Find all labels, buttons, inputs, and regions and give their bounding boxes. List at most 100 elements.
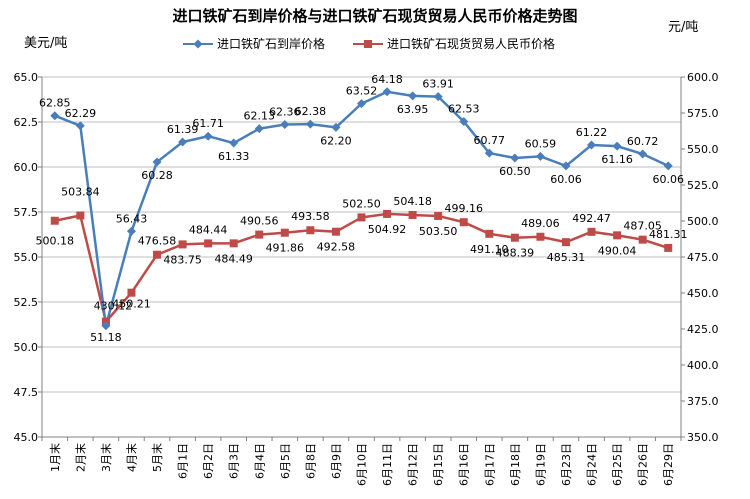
rmb-price-label: 489.06 <box>521 217 560 230</box>
cif-price-point <box>126 226 136 236</box>
cif-price-point <box>408 91 418 101</box>
rmb-price-label: 493.58 <box>291 210 330 223</box>
cif-price-label: 63.95 <box>397 103 429 116</box>
x-tick-label: 6月25日 <box>611 443 624 486</box>
x-axis-ticks: 1月末 2月末 3月末 4月末 5月末 6月1日 6月2日 6月3日 6月4日 6月5日 6月8日 6… <box>41 437 682 486</box>
rmb-price-label: 430.12 <box>94 300 133 313</box>
cif-price-point <box>459 116 469 126</box>
cif-price-point <box>357 99 366 109</box>
rmb-price-label: 504.18 <box>393 195 432 208</box>
x-tick-label: 6月11日 <box>381 443 394 486</box>
cif-price-label: 60.28 <box>141 169 173 182</box>
cif-price-point <box>75 121 85 131</box>
rmb-price-point <box>306 226 315 235</box>
left-tick-label: 47.5 <box>14 386 39 399</box>
cif-price-label: 60.59 <box>525 137 557 150</box>
right-tick-label: 375.0 <box>687 395 719 408</box>
rmb-price-point <box>638 235 647 244</box>
cif-price-point <box>587 140 597 150</box>
x-tick-label: 6月5日 <box>279 443 292 479</box>
cif-price-point <box>331 122 341 132</box>
right-axis-ticks: 350.0 375.0 400.0 425.0 450.0 475.0 500.0 525.0… <box>681 71 719 444</box>
rmb-price-point <box>587 227 596 236</box>
cif-price-point <box>638 149 648 159</box>
rmb-price-point <box>255 230 264 239</box>
x-tick-label: 5月末 <box>150 443 164 472</box>
x-tick-label: 6月10日 <box>356 443 369 486</box>
rmb-price-point <box>331 227 340 236</box>
cif-price-label: 60.72 <box>627 135 659 148</box>
rmb-price-label: 476.58 <box>138 235 177 248</box>
rmb-price-label: 483.75 <box>163 253 202 266</box>
x-tick-label: 6月29日 <box>662 443 675 486</box>
right-tick-label: 500.0 <box>687 215 719 228</box>
cif-price-point <box>561 161 571 171</box>
x-tick-label: 6月18日 <box>509 443 522 486</box>
rmb-price-point <box>153 250 162 259</box>
rmb-price-point <box>561 238 570 247</box>
rmb-price-point <box>50 216 59 225</box>
rmb-price-point <box>357 213 366 222</box>
rmb-price-point <box>613 231 622 240</box>
rmb-price-label: 503.84 <box>61 185 100 198</box>
rmb-price-point <box>178 240 187 249</box>
cif-price-label: 63.91 <box>422 78 454 91</box>
x-tick-label: 2月末 <box>73 443 87 472</box>
x-tick-label: 1月末 <box>48 443 62 472</box>
rmb-price-label: 450.21 <box>112 298 151 311</box>
cif-price-label: 62.38 <box>295 105 327 118</box>
legend-label-cif-price: 进口铁矿石到岸价格 <box>217 36 325 51</box>
rmb-price-label: 503.50 <box>419 225 458 238</box>
cif-price-label: 60.06 <box>652 173 684 186</box>
rmb-price-point <box>434 211 443 220</box>
x-tick-label: 6月2日 <box>202 443 215 479</box>
rmb-price-point <box>485 229 494 238</box>
legend-square-marker <box>364 40 372 48</box>
rmb-price-label: 499.16 <box>444 202 483 215</box>
rmb-price-label: 504.92 <box>368 223 407 236</box>
cif-price-label: 62.53 <box>448 102 480 115</box>
cif-price-point <box>101 321 111 331</box>
rmb-price-point <box>76 211 85 220</box>
x-tick-label: 6月19日 <box>534 443 547 486</box>
cif-price-point <box>382 87 392 97</box>
cif-price-label: 56.43 <box>116 212 148 225</box>
rmb-price-point <box>229 239 238 248</box>
rmb-price-point <box>127 288 136 297</box>
rmb-price-label: 502.50 <box>342 197 381 210</box>
rmb-price-label: 484.44 <box>189 223 228 236</box>
left-tick-label: 65.0 <box>14 71 39 84</box>
cif-price-point <box>510 153 520 163</box>
cif-price-point <box>484 148 494 158</box>
cif-price-label: 62.20 <box>320 134 352 147</box>
cif-price-point <box>203 131 213 141</box>
cif-price-point <box>178 137 188 147</box>
rmb-price-point <box>408 210 417 219</box>
cif-price-label: 60.50 <box>499 165 531 178</box>
cif-price-label: 62.36 <box>269 106 301 119</box>
cif-price-label: 60.77 <box>474 134 506 147</box>
rmb-price-label: 492.58 <box>317 241 356 254</box>
left-tick-label: 45.0 <box>14 431 39 444</box>
legend-label-rmb-price: 进口铁矿石现货贸易人民币价格 <box>387 36 555 51</box>
rmb-price-label: 490.04 <box>598 244 637 257</box>
rmb-price-point <box>664 243 673 252</box>
cif-price-label: 61.39 <box>167 123 199 136</box>
cif-price-point <box>50 111 60 121</box>
legend-diamond-marker <box>193 39 203 49</box>
rmb-price-label: 491.86 <box>266 242 305 255</box>
cif-price-label: 62.29 <box>65 107 97 120</box>
x-tick-label: 6月24日 <box>586 443 599 486</box>
left-axis-ticks: 45.0 47.5 50.0 52.5 55.0 57.5 60.0 62.5 65.0 <box>14 71 39 444</box>
x-tick-label: 6月3日 <box>228 443 241 479</box>
x-tick-label: 6月17日 <box>483 443 496 486</box>
x-tick-label: 6月26日 <box>637 443 650 486</box>
rmb-price-label: 481.31 <box>649 228 688 241</box>
rmb-price-label: 500.18 <box>36 235 75 248</box>
x-tick-label: 6月23日 <box>560 443 573 486</box>
right-tick-label: 525.0 <box>687 179 719 192</box>
x-tick-label: 6月9日 <box>330 443 343 479</box>
right-tick-label: 600.0 <box>687 71 719 84</box>
cif-price-point <box>663 161 673 171</box>
cif-price-point <box>254 124 264 134</box>
